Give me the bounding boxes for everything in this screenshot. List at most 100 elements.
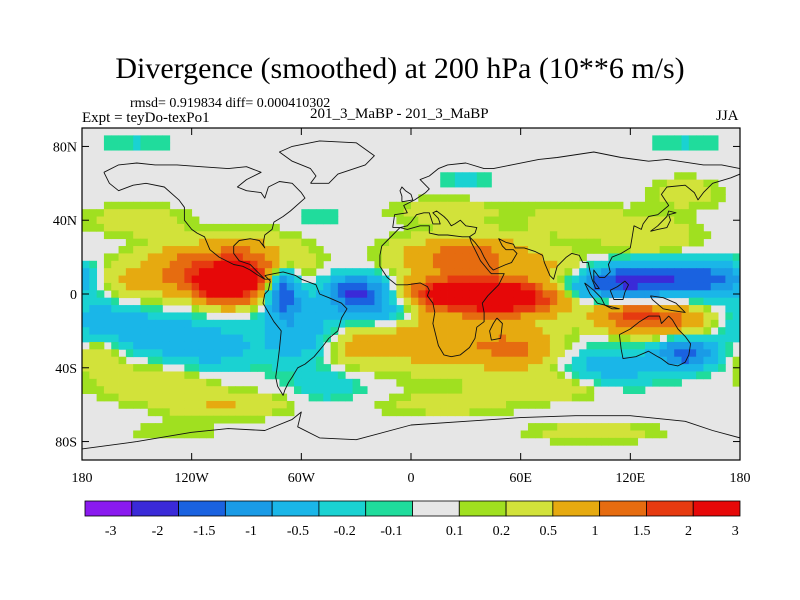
- field-cell: [206, 364, 214, 372]
- field-cell: [264, 408, 273, 417]
- field-cell: [155, 260, 163, 269]
- field-cell: [103, 312, 112, 321]
- field-cell: [213, 327, 222, 335]
- field-cell: [696, 319, 704, 328]
- field-cell: [476, 209, 485, 217]
- field-cell: [484, 312, 492, 321]
- field-cell: [418, 275, 427, 284]
- field-cell: [593, 430, 602, 439]
- field-cell: [462, 275, 470, 284]
- field-cell: [403, 327, 412, 335]
- field-cell: [147, 253, 156, 262]
- field-cell: [542, 423, 551, 431]
- field-cell: [111, 275, 119, 284]
- field-cell: [579, 423, 587, 431]
- x-axis: 180 120W 60W 0 60E 120E 180: [72, 128, 751, 486]
- field-cell: [315, 253, 324, 262]
- field-cell: [571, 231, 580, 240]
- field-cell: [462, 319, 470, 328]
- field-cell: [564, 238, 573, 247]
- field-cell: [177, 400, 185, 409]
- field-cell: [586, 319, 595, 328]
- field-cell: [184, 400, 193, 409]
- field-cell: [425, 334, 434, 343]
- field-cell: [155, 349, 163, 358]
- field-cell: [491, 231, 500, 240]
- field-cell: [454, 371, 463, 380]
- field-cell: [674, 172, 682, 181]
- field-cell: [579, 290, 587, 299]
- field-cell: [462, 223, 470, 232]
- field-cell: [593, 216, 602, 225]
- field-cell: [250, 253, 258, 262]
- field-cell: [279, 341, 288, 350]
- field-cell: [140, 312, 149, 321]
- field-cell: [571, 312, 580, 321]
- field-cell: [688, 327, 697, 335]
- field-cell: [586, 386, 595, 394]
- field-cell: [169, 378, 178, 387]
- field-cell: [330, 282, 339, 291]
- field-cell: [644, 253, 653, 262]
- field-cell: [432, 393, 441, 402]
- field-cell: [198, 400, 207, 409]
- field-cell: [220, 282, 229, 291]
- field-cell: [586, 356, 595, 365]
- field-cell: [220, 393, 229, 402]
- field-cell: [710, 356, 719, 365]
- field-cell: [330, 356, 339, 365]
- field-cell: [498, 297, 507, 306]
- field-cell: [666, 209, 675, 217]
- field-cell: [367, 246, 375, 254]
- field-cell: [374, 260, 383, 269]
- field-cell: [513, 319, 522, 328]
- field-cell: [652, 378, 660, 387]
- field-cell: [447, 341, 456, 350]
- field-cell: [703, 268, 712, 276]
- field-cell: [235, 319, 244, 328]
- field-cell: [257, 408, 266, 417]
- field-cell: [593, 437, 602, 446]
- field-cell: [118, 201, 127, 210]
- field-cell: [571, 275, 580, 284]
- field-cell: [206, 319, 214, 328]
- field-cell: [447, 290, 456, 299]
- field-cell: [308, 319, 317, 328]
- colorbar-swatch: [318, 500, 367, 517]
- field-cell: [644, 305, 653, 313]
- field-cell: [462, 341, 470, 350]
- field-cell: [359, 356, 368, 365]
- field-cell: [579, 275, 587, 284]
- field-cell: [542, 393, 551, 402]
- field-cell: [571, 356, 580, 365]
- field-cell: [396, 364, 405, 372]
- field-cell: [425, 297, 434, 306]
- coastline: [650, 210, 677, 232]
- field-cell: [198, 430, 207, 439]
- field-cell: [688, 179, 697, 188]
- field-cell: [396, 201, 405, 210]
- field-cell: [103, 297, 112, 306]
- field-cell: [169, 268, 178, 276]
- field-cell: [506, 356, 514, 365]
- field-cell: [162, 209, 171, 217]
- field-cell: [432, 209, 441, 217]
- field-cell: [637, 327, 646, 335]
- field-cell: [118, 378, 127, 387]
- field-cell: [462, 408, 470, 417]
- field-cell: [337, 268, 346, 276]
- field-cell: [147, 275, 156, 284]
- field-cell: [579, 305, 587, 313]
- field-cell: [440, 209, 448, 217]
- field-cell: [630, 246, 639, 254]
- field-cell: [710, 260, 719, 269]
- field-cell: [103, 386, 112, 394]
- field-cell: [623, 386, 631, 394]
- field-cell: [571, 305, 580, 313]
- field-cell: [469, 378, 478, 387]
- field-cell: [264, 305, 273, 313]
- field-cell: [294, 371, 302, 380]
- field-cell: [294, 231, 302, 240]
- field-cell: [623, 282, 631, 291]
